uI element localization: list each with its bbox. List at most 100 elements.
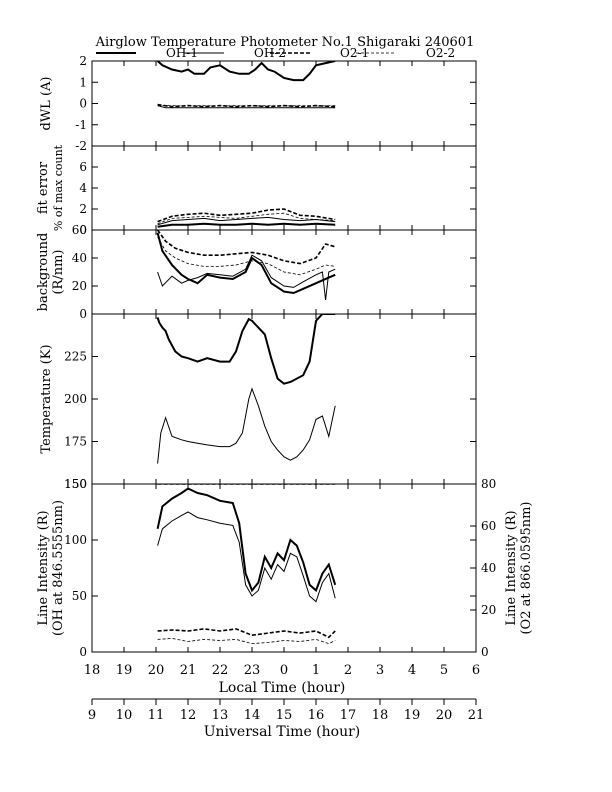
series-line-oh-1 [157,222,336,228]
ut-tick-label: 15 [276,708,293,723]
legend: OH-1 OH-2 O2-1 O2-2 [96,46,455,60]
panel-frame [91,145,477,231]
local-time-tick-label: 20 [148,663,165,678]
y-axis-label: Line Intensity (R) [36,510,51,625]
y2-tick-label: 20 [481,603,496,617]
legend-label: O2-2 [426,46,455,60]
series-line-oh-2 [157,105,336,109]
panel-4: 225 200 175 150 Temperature (K) [39,313,477,491]
ut-tick-label: 14 [244,708,261,723]
y-tick-label: 0 [79,307,87,321]
legend-label: OH-1 [166,46,198,60]
panel-1: 2 1 0 -1 -2 dWL (A) [39,54,477,153]
chart-title: Airglow Temperature Photometer No.1 Shig… [95,35,475,50]
series-line-oh-1 [156,61,336,82]
series-line-o2-1 [156,230,336,265]
y-tick-label: 200 [64,392,87,406]
local-time-axis: 18 19 20 21 22 23 0 1 2 3 4 5 6 [84,663,480,678]
local-time-tick-label: 4 [408,663,416,678]
local-time-axis-label: Local Time (hour) [219,680,346,696]
local-time-tick-label: 5 [440,663,448,678]
series-group [156,484,337,645]
series-line-oh-1 [156,487,337,593]
local-time-tick-label: 1 [312,663,320,678]
panel-3: 60 40 20 0 background (R/nm) [36,223,477,321]
y-axis-label: fit error [36,161,51,214]
series-group [156,314,336,464]
y-tick-label: -1 [75,118,87,132]
panel-frame [91,313,477,485]
ut-tick-label: 12 [180,708,197,723]
series-line-o2-1 [157,628,336,639]
local-time-tick-label: 18 [84,663,101,678]
y-tick-label: 0 [79,645,87,659]
local-time-tick-label: 3 [376,663,384,678]
ut-tick-label: 13 [212,708,229,723]
ut-tick-label: 16 [308,708,325,723]
y-tick-label: 175 [64,435,87,449]
universal-time-axis-label: Universal Time (hour) [204,724,361,740]
local-time-tick-label: 19 [116,663,133,678]
y-axis-label: dWL (A) [39,77,54,131]
series-line-oh-1 [156,314,336,385]
y-axis-label-2: (OH at 846.5555nm) [51,500,66,636]
series-group [156,230,336,301]
y-tick-label: 2 [79,202,87,216]
series-line-oh-2 [157,254,336,301]
series-line-o2-2 [157,236,336,276]
y2-axis-label: Line Intensity (R) [504,510,519,625]
local-time-tick-label: 2 [344,663,352,678]
series-line-o2-2 [157,637,336,645]
y2-tick-label: 80 [481,477,496,491]
y-tick-label: 150 [64,477,87,491]
y-tick-label: 50 [72,589,87,603]
local-time-tick-label: 22 [212,663,229,678]
universal-time-axis: 9 10 11 12 13 14 15 16 17 18 19 20 21 [88,698,485,723]
local-time-tick-label: 23 [244,663,261,678]
ut-tick-label: 20 [436,708,453,723]
y2-axis-label-2: (O2 at 866.0595nm) [519,501,534,634]
ut-tick-label: 18 [372,708,389,723]
y2-tick-label: 40 [481,561,496,575]
panel-frame [91,483,477,653]
local-time-tick-label: 6 [472,663,480,678]
series-line-o2-2 [157,212,336,225]
ut-tick-label: 17 [340,708,357,723]
y-tick-label: 20 [72,279,87,293]
series-line-oh-2 [157,511,336,603]
y-tick-label: 6 [79,160,87,174]
ut-tick-label: 11 [148,708,165,723]
y-tick-label: 40 [72,251,87,265]
local-time-tick-label: 21 [180,663,197,678]
y-tick-label: 150 [64,477,87,491]
series-group [156,61,336,109]
y-axis-label: background [36,233,51,312]
y2-tick-label: 60 [481,519,496,533]
y-axis-label: Temperature (K) [39,344,54,453]
y2-tick-label: 0 [481,645,489,659]
y-tick-label: 0 [79,97,87,111]
panel-frame [91,60,477,147]
ut-tick-label: 9 [88,708,96,723]
series-line-o2-2 [157,105,336,107]
ut-tick-label: 10 [116,708,133,723]
panel-2: 6 4 2 0 fit error% of max count [36,144,477,237]
y-tick-label: 1 [79,75,87,89]
ut-tick-label: 21 [468,708,485,723]
y-tick-label: 60 [72,223,87,237]
series-group [157,208,336,228]
y-axis-label-2: (R/nm) [51,249,66,294]
y-axis-label-2: % of max count [52,144,65,231]
y-tick-label: -2 [75,139,87,153]
y-tick-label: 4 [79,181,87,195]
y-tick-label: 2 [79,54,87,68]
y-tick-label: 225 [64,350,87,364]
y-tick-label: 0 [79,223,87,237]
series-line-oh-2 [157,387,336,464]
series-line-oh-1 [156,232,336,295]
ut-tick-label: 19 [404,708,421,723]
series-line-o2-1 [157,208,336,223]
